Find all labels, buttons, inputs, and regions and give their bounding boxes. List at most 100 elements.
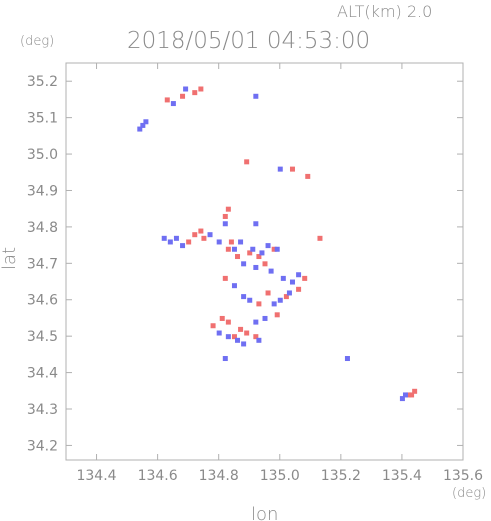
y-tick-label: 34.7 bbox=[27, 256, 58, 272]
positive-echo-point bbox=[198, 86, 204, 92]
positive-echo-point bbox=[222, 213, 228, 219]
positive-echo-point bbox=[409, 392, 415, 398]
chart-title: 2018/05/01 04:53:00 bbox=[127, 28, 370, 54]
x-tick-label: 134.4 bbox=[76, 468, 116, 484]
negative-echo-point bbox=[140, 122, 146, 128]
negative-echo-point bbox=[161, 235, 167, 241]
negative-echo-point bbox=[280, 275, 286, 281]
negative-echo-point bbox=[207, 232, 213, 238]
negative-echo-point bbox=[180, 243, 186, 249]
x-tick-label: 135.0 bbox=[260, 468, 300, 484]
negative-echo-point bbox=[262, 315, 268, 321]
positive-echo-point bbox=[238, 326, 244, 332]
negative-echo-point bbox=[265, 243, 271, 249]
negative-echo-point bbox=[173, 235, 179, 241]
negative-echo-point bbox=[253, 319, 259, 325]
y-tick-label: 34.3 bbox=[27, 402, 58, 418]
altitude-label: ALT(km) 2.0 bbox=[337, 2, 432, 21]
negative-echo-point bbox=[268, 268, 274, 274]
positive-echo-point bbox=[210, 323, 216, 329]
x-tick-label: 134.8 bbox=[199, 468, 239, 484]
negative-echo-point bbox=[399, 396, 405, 402]
positive-echo-point bbox=[274, 312, 280, 318]
positive-echo-point bbox=[406, 392, 412, 398]
positive-echo-point bbox=[247, 250, 253, 256]
x-tick-label: 134.6 bbox=[138, 468, 178, 484]
negative-echo-point bbox=[241, 261, 247, 267]
y-tick-label: 35.1 bbox=[27, 111, 58, 127]
negative-echo-point bbox=[241, 341, 247, 347]
y-tick-label: 34.5 bbox=[27, 329, 58, 345]
negative-echo-point bbox=[289, 279, 295, 285]
y-tick-label: 34.9 bbox=[27, 183, 58, 199]
x-tick-label: 135.2 bbox=[321, 468, 361, 484]
positive-echo-point bbox=[283, 294, 289, 300]
positive-echo-point bbox=[225, 206, 231, 212]
x-tick-label: 135.4 bbox=[382, 468, 422, 484]
positive-echo-point bbox=[186, 239, 192, 245]
data-marks bbox=[137, 86, 418, 402]
negative-echo-point bbox=[238, 239, 244, 245]
y-tick-label: 35.2 bbox=[27, 74, 58, 90]
positive-echo-point bbox=[289, 166, 295, 172]
positive-echo-point bbox=[231, 334, 237, 340]
negative-echo-point bbox=[253, 221, 259, 227]
positive-echo-point bbox=[262, 261, 268, 267]
negative-echo-point bbox=[277, 297, 283, 303]
negative-echo-point bbox=[183, 86, 189, 92]
negative-echo-point bbox=[222, 221, 228, 227]
y-axis-label: lat bbox=[0, 247, 20, 270]
negative-echo-point bbox=[170, 101, 176, 107]
positive-echo-point bbox=[192, 232, 198, 238]
negative-echo-point bbox=[253, 93, 259, 99]
negative-echo-point bbox=[259, 250, 265, 256]
x-axis-label: lon bbox=[251, 504, 278, 521]
negative-echo-point bbox=[296, 272, 302, 278]
positive-echo-point bbox=[222, 275, 228, 281]
negative-echo-point bbox=[231, 283, 237, 289]
positive-echo-point bbox=[244, 330, 250, 336]
positive-echo-point bbox=[244, 159, 250, 165]
plot-frame bbox=[65, 62, 464, 461]
positive-echo-point bbox=[201, 235, 207, 241]
negative-echo-point bbox=[274, 246, 280, 252]
negative-echo-point bbox=[235, 337, 241, 343]
positive-echo-point bbox=[192, 90, 198, 96]
x-tick-label: 135.6 bbox=[443, 468, 483, 484]
axis-ticks: 134.4 134.6 134.8 135.0 135.2 135.4 135.6 34.2 3… bbox=[27, 63, 483, 484]
positive-echo-point bbox=[225, 246, 231, 252]
positive-echo-point bbox=[235, 254, 241, 260]
negative-echo-point bbox=[250, 246, 256, 252]
positive-echo-point bbox=[225, 319, 231, 325]
positive-echo-point bbox=[219, 315, 225, 321]
y-tick-label: 34.2 bbox=[27, 438, 58, 454]
negative-echo-point bbox=[216, 239, 222, 245]
y-tick-label: 34.4 bbox=[27, 366, 58, 382]
positive-echo-point bbox=[180, 93, 186, 99]
positive-echo-point bbox=[164, 97, 170, 103]
negative-echo-point bbox=[247, 297, 253, 303]
negative-echo-point bbox=[231, 246, 237, 252]
positive-echo-point bbox=[253, 334, 259, 340]
positive-echo-point bbox=[317, 235, 323, 241]
positive-echo-point bbox=[256, 254, 262, 260]
negative-echo-point bbox=[253, 264, 259, 270]
positive-echo-point bbox=[265, 290, 271, 296]
negative-echo-point bbox=[225, 334, 231, 340]
positive-echo-point bbox=[296, 286, 302, 292]
negative-echo-point bbox=[167, 239, 173, 245]
positive-echo-point bbox=[271, 246, 277, 252]
x-unit-label: (deg) bbox=[452, 486, 486, 501]
negative-echo-point bbox=[402, 392, 408, 398]
negative-echo-point bbox=[137, 126, 143, 132]
positive-echo-point bbox=[228, 239, 234, 245]
negative-echo-point bbox=[256, 337, 262, 343]
negative-echo-point bbox=[241, 294, 247, 300]
negative-echo-point bbox=[344, 356, 350, 362]
negative-echo-point bbox=[277, 166, 283, 172]
negative-echo-point bbox=[286, 290, 292, 296]
y-tick-label: 34.6 bbox=[27, 293, 58, 309]
negative-echo-point bbox=[143, 119, 149, 125]
positive-echo-point bbox=[198, 228, 204, 234]
